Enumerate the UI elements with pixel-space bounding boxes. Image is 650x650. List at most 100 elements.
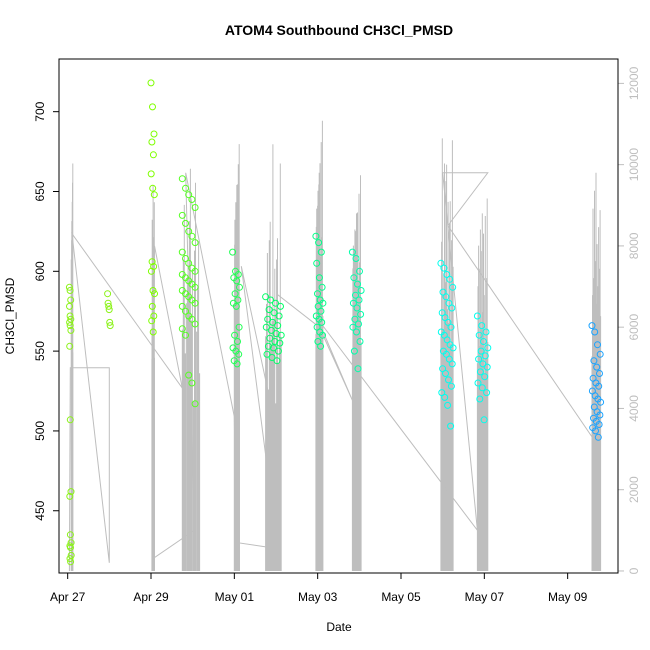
- data-point: [596, 411, 604, 419]
- data-point: [231, 331, 239, 339]
- data-point: [315, 239, 323, 247]
- data-point: [66, 492, 74, 500]
- data-point: [351, 315, 359, 323]
- data-point: [264, 342, 272, 350]
- data-point: [353, 304, 361, 312]
- x-tick-label: May 07: [465, 590, 505, 604]
- data-point: [276, 339, 284, 347]
- data-point: [148, 258, 156, 266]
- data-point: [484, 344, 492, 352]
- data-point: [150, 191, 158, 199]
- data-point: [235, 350, 243, 358]
- data-point: [191, 239, 199, 247]
- data-point: [356, 338, 364, 345]
- x-tick-label: May 09: [548, 590, 588, 604]
- data-point: [267, 296, 275, 304]
- data-point: [592, 427, 599, 435]
- data-point: [67, 296, 75, 304]
- data-point: [476, 368, 484, 376]
- data-point: [475, 355, 483, 363]
- data-point: [356, 267, 363, 275]
- spike-burst-7: [440, 138, 454, 571]
- data-point: [319, 299, 327, 307]
- data-point: [67, 326, 75, 334]
- data-point: [277, 331, 285, 339]
- data-point: [188, 232, 196, 240]
- data-point: [355, 296, 363, 304]
- data-point: [348, 248, 356, 256]
- y-tick-label: 550: [33, 341, 47, 361]
- data-point: [481, 352, 489, 360]
- data-point: [481, 373, 489, 381]
- data-point: [67, 488, 75, 496]
- data-point: [229, 248, 237, 256]
- data-point: [104, 290, 112, 298]
- data-point: [185, 227, 193, 235]
- data-point: [447, 422, 455, 430]
- spike-burst-8: [476, 198, 489, 571]
- data-point: [191, 400, 199, 408]
- y2-tick-label: 4000: [627, 395, 641, 422]
- spike-burst-0: [70, 163, 74, 571]
- data-point: [178, 175, 186, 183]
- data-point: [182, 184, 189, 192]
- data-point: [596, 350, 604, 358]
- data-point: [449, 344, 457, 352]
- points-layer: [65, 79, 605, 566]
- data-point: [185, 259, 193, 267]
- data-point: [66, 302, 73, 310]
- data-point: [149, 287, 157, 294]
- y2-tick-label: 6000: [627, 314, 641, 341]
- data-point: [262, 323, 270, 331]
- data-point: [105, 306, 113, 314]
- data-point: [151, 290, 158, 298]
- data-point: [354, 280, 361, 288]
- data-point: [234, 271, 242, 278]
- data-point: [67, 539, 75, 547]
- data-point: [150, 130, 158, 138]
- data-point: [268, 354, 276, 361]
- y-tick-label: 600: [33, 261, 47, 281]
- data-point: [350, 274, 358, 282]
- data-point: [597, 398, 605, 406]
- data-point: [440, 264, 448, 272]
- data-point: [185, 371, 193, 379]
- data-point: [444, 401, 452, 409]
- chart-title: ATOM4 Southbound CH3Cl_PMSD: [225, 22, 453, 38]
- y-tick-label: 650: [33, 181, 47, 201]
- data-point: [106, 322, 114, 330]
- data-point: [178, 302, 186, 310]
- spike-burst-6: [351, 175, 362, 571]
- data-point: [147, 79, 155, 87]
- data-point: [349, 299, 357, 307]
- data-point: [441, 393, 449, 401]
- y2-tick-label: 0: [627, 567, 641, 574]
- data-point: [447, 323, 455, 331]
- data-point: [191, 320, 199, 328]
- data-point: [314, 290, 321, 298]
- data-point: [442, 370, 449, 377]
- data-point: [590, 357, 598, 365]
- data-point: [265, 306, 273, 314]
- data-point: [178, 211, 186, 219]
- data-point: [475, 331, 483, 339]
- value-trace-line: [68, 172, 593, 572]
- data-point: [106, 318, 114, 326]
- y2-tick-label: 8000: [627, 232, 641, 259]
- data-point: [318, 318, 326, 326]
- data-point: [191, 299, 199, 307]
- data-point: [477, 347, 485, 355]
- data-point: [319, 331, 326, 339]
- data-point: [272, 299, 279, 307]
- data-point: [236, 283, 243, 291]
- data-point: [274, 322, 282, 330]
- data-point: [264, 315, 272, 323]
- data-point: [474, 379, 482, 387]
- data-point: [234, 296, 242, 304]
- data-point: [478, 322, 486, 330]
- data-point: [593, 363, 601, 371]
- x-axis-label: Date: [326, 620, 352, 634]
- data-point: [355, 320, 362, 328]
- data-point: [269, 318, 277, 326]
- data-point: [149, 151, 157, 159]
